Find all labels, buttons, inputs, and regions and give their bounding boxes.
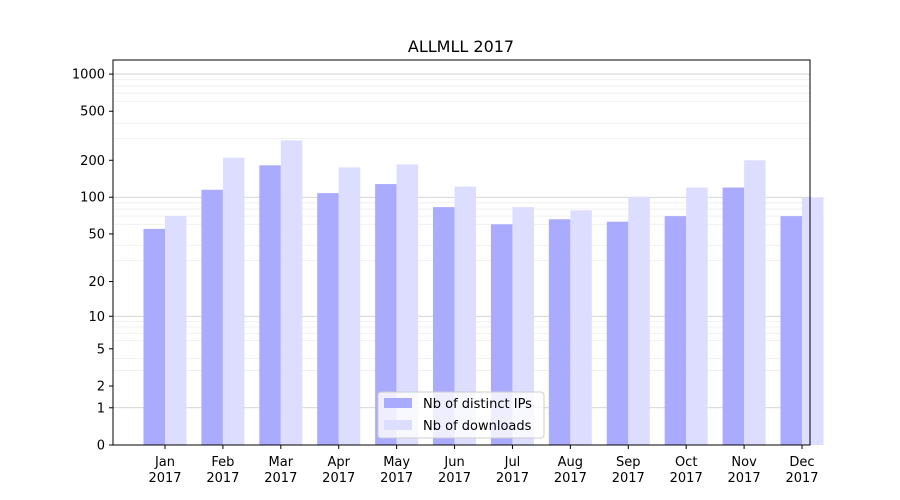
x-tick-label-year: 2017 bbox=[496, 471, 529, 486]
y-tick-label: 1 bbox=[97, 401, 105, 416]
x-tick-label-month: Sep bbox=[616, 455, 641, 470]
y-tick-label: 1000 bbox=[72, 68, 105, 83]
bar-distinct-ips bbox=[317, 193, 339, 445]
bar-layer bbox=[143, 140, 824, 446]
bar-distinct-ips bbox=[606, 221, 629, 445]
legend: Nb of distinct IPs Nb of downloads bbox=[377, 391, 545, 439]
legend-label-downloads: Nb of downloads bbox=[423, 419, 532, 434]
chart-title: ALLMLL 2017 bbox=[408, 37, 514, 56]
bar-distinct-ips bbox=[722, 187, 745, 446]
x-tick-label-year: 2017 bbox=[148, 471, 181, 486]
bar-distinct-ips bbox=[490, 224, 513, 445]
y-tick-label: 100 bbox=[80, 191, 105, 206]
x-tick-label-year: 2017 bbox=[670, 471, 703, 486]
y-tick-label: 2 bbox=[97, 380, 105, 395]
bar-downloads bbox=[628, 196, 650, 445]
x-tick-label-year: 2017 bbox=[264, 471, 297, 486]
bar-downloads bbox=[454, 186, 477, 445]
x-tick-label-year: 2017 bbox=[612, 471, 645, 486]
bar-distinct-ips bbox=[375, 184, 397, 445]
bar-distinct-ips bbox=[780, 216, 802, 445]
plot-frame bbox=[112, 59, 811, 446]
bar-distinct-ips bbox=[201, 189, 223, 445]
legend-box bbox=[377, 391, 545, 439]
y-tick-label: 20 bbox=[88, 275, 105, 290]
y-tick-label: 10 bbox=[88, 310, 105, 325]
bar-distinct-ips bbox=[664, 216, 687, 445]
x-tick-label-month: May bbox=[383, 455, 410, 470]
bar-distinct-ips bbox=[433, 207, 455, 445]
bar-downloads bbox=[570, 210, 592, 445]
legend-swatch-downloads bbox=[384, 420, 412, 430]
bar-distinct-ips bbox=[259, 165, 281, 445]
y-tick-label: 200 bbox=[80, 154, 105, 169]
x-tick-label-month: Jul bbox=[504, 455, 521, 470]
x-tick-label-month: Oct bbox=[675, 455, 697, 470]
x-tick-label-month: Mar bbox=[269, 455, 294, 470]
x-tick-label-month: Aug bbox=[558, 455, 583, 470]
bar-downloads bbox=[222, 157, 245, 445]
x-tick-label-month: Feb bbox=[211, 455, 234, 470]
x-axis: Jan2017Feb2017Mar2017Apr2017May2017Jun20… bbox=[148, 445, 819, 486]
y-tick-label: 50 bbox=[88, 227, 105, 242]
bar-downloads bbox=[512, 207, 534, 445]
legend-label-ips: Nb of distinct IPs bbox=[423, 397, 532, 412]
x-tick-label-year: 2017 bbox=[554, 471, 587, 486]
y-tick-label: 500 bbox=[80, 105, 105, 120]
x-tick-label-month: Jan bbox=[154, 455, 175, 470]
bar-downloads bbox=[396, 164, 419, 446]
bar-downloads bbox=[744, 160, 766, 445]
x-tick-label-month: Jun bbox=[443, 455, 464, 470]
bar-distinct-ips bbox=[143, 228, 165, 445]
x-tick-label-year: 2017 bbox=[785, 471, 818, 486]
legend-swatch-ips bbox=[384, 398, 412, 408]
bar-downloads bbox=[165, 216, 187, 445]
x-tick-label-year: 2017 bbox=[438, 471, 471, 486]
x-tick-label-month: Nov bbox=[731, 455, 757, 470]
y-axis: 0 1 2 5 10 20 50 100 200 500 1000 bbox=[72, 68, 113, 454]
x-tick-label-month: Dec bbox=[789, 455, 814, 470]
x-tick-label-year: 2017 bbox=[206, 471, 239, 486]
y-tick-label: 5 bbox=[97, 342, 105, 357]
bar-downloads bbox=[802, 197, 824, 445]
bar-downloads bbox=[686, 187, 708, 446]
x-tick-label-year: 2017 bbox=[728, 471, 761, 486]
bar-downloads bbox=[280, 140, 303, 445]
x-tick-label-month: Apr bbox=[327, 455, 350, 470]
bar-distinct-ips bbox=[548, 219, 571, 445]
x-tick-label-year: 2017 bbox=[322, 471, 355, 486]
bar-downloads bbox=[338, 167, 361, 445]
x-tick-label-year: 2017 bbox=[380, 471, 413, 486]
y-tick-label: 0 bbox=[97, 439, 105, 454]
